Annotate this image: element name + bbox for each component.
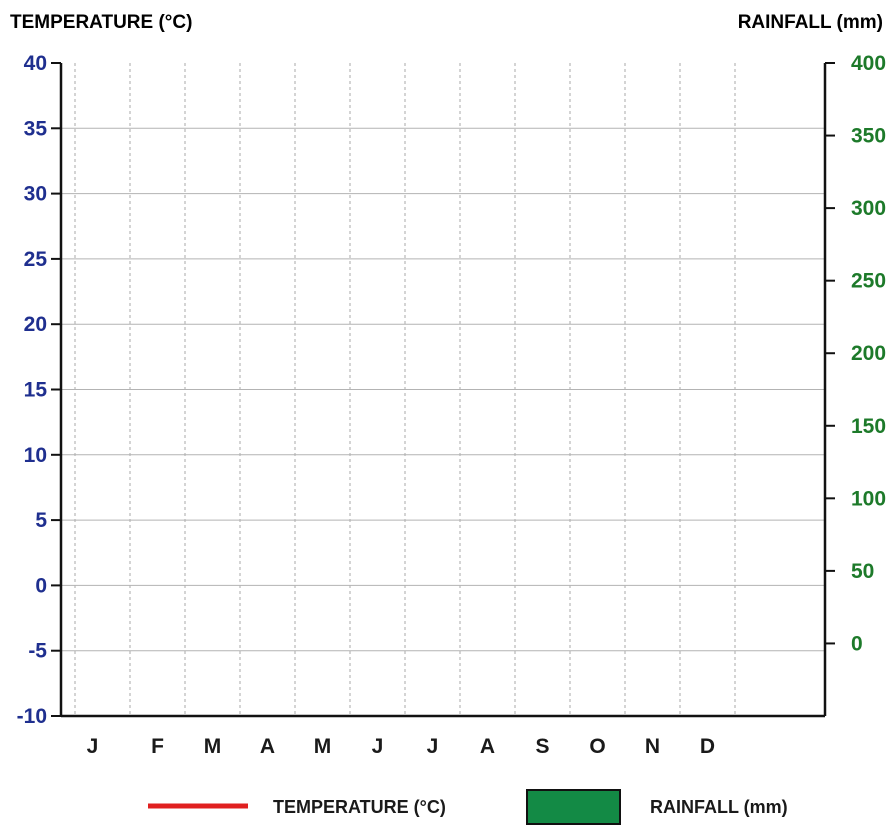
right-tick-label: 250 [851, 270, 886, 293]
plot-frame [59, 63, 827, 718]
left-tick-label: 40 [24, 52, 47, 75]
left-axis-ticks: -10 -5 0 5 10 15 20 25 30 35 40 [17, 52, 61, 728]
left-tick-label: 0 [35, 574, 47, 597]
left-tick-label: -10 [17, 705, 47, 728]
month-label: N [645, 735, 660, 758]
grid [61, 63, 825, 716]
right-axis-ticks: 0 50 100 150 200 250 300 350 400 [825, 52, 886, 655]
month-label: D [700, 735, 715, 758]
month-label: A [480, 735, 495, 758]
left-tick-label: -5 [28, 640, 47, 663]
right-tick-label: 150 [851, 415, 886, 438]
left-tick-label: 25 [24, 248, 48, 271]
month-label: J [87, 735, 99, 758]
left-tick-label: 35 [24, 117, 48, 140]
month-label: J [427, 735, 439, 758]
left-tick-label: 5 [35, 509, 47, 532]
month-label: M [314, 735, 332, 758]
left-axis-title: TEMPERATURE (°C) [10, 12, 192, 33]
right-axis-title: RAINFALL (mm) [738, 12, 883, 33]
month-label: J [372, 735, 384, 758]
month-label: A [260, 735, 275, 758]
right-tick-label: 50 [851, 560, 874, 583]
left-tick-label: 15 [24, 379, 48, 402]
legend-rainfall-swatch [526, 789, 621, 825]
legend-temperature-label: TEMPERATURE (°C) [273, 797, 446, 817]
month-label: M [204, 735, 222, 758]
right-tick-label: 400 [851, 52, 886, 75]
left-tick-label: 10 [24, 444, 47, 467]
month-label: F [151, 735, 164, 758]
legend: TEMPERATURE (°C) RAINFALL (mm) [148, 789, 788, 825]
right-tick-label: 100 [851, 487, 886, 510]
legend-rainfall-label: RAINFALL (mm) [650, 797, 788, 817]
month-label: O [589, 735, 605, 758]
right-tick-label: 350 [851, 125, 886, 148]
month-label: S [535, 735, 549, 758]
right-tick-label: 300 [851, 197, 886, 220]
right-tick-label: 0 [851, 632, 863, 655]
left-tick-label: 20 [24, 313, 47, 336]
left-tick-label: 30 [24, 183, 47, 206]
right-tick-label: 200 [851, 342, 886, 365]
